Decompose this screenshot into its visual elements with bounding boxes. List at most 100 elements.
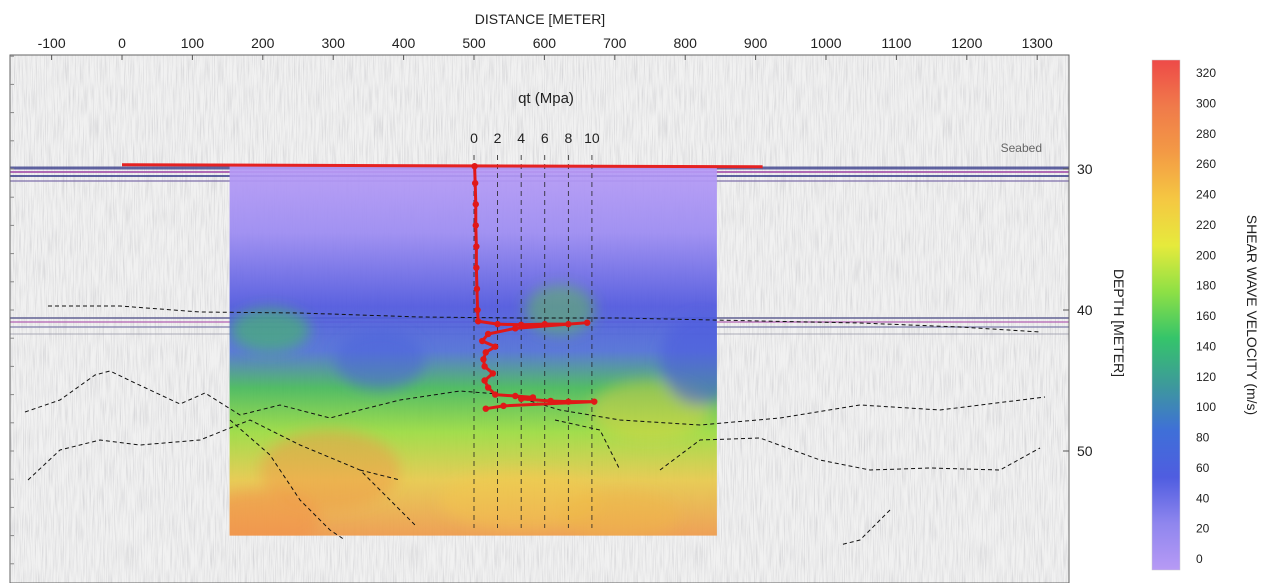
cpt-point <box>529 394 537 401</box>
x-tick-label: 700 <box>603 35 627 51</box>
x-axis-label: DISTANCE [METER] <box>475 11 605 27</box>
colorbar-ticks: 0 20 40 60 80 100 120 140 160 180 200 220 240 260 280 3… <box>1196 66 1216 566</box>
cpt-point <box>591 398 598 405</box>
horizon-line <box>554 419 621 471</box>
cpt-point <box>481 377 488 384</box>
cpt-tick-label: 4 <box>517 130 525 146</box>
cpt-point <box>494 320 501 328</box>
colorbar-tick-label: 60 <box>1196 461 1210 475</box>
x-tick-label: 1000 <box>810 35 841 51</box>
cpt-point <box>517 321 525 329</box>
x-tick-label: 300 <box>322 35 346 51</box>
horizon-line <box>659 437 1041 471</box>
colorbar-tick-label: 140 <box>1196 339 1216 353</box>
cpt-point <box>482 405 489 412</box>
velocity-anomaly <box>260 430 400 510</box>
cpt-point <box>480 356 487 363</box>
colorbar-tick-label: 120 <box>1196 370 1216 384</box>
velocity-anomaly <box>560 490 680 536</box>
colorbar-tick-label: 260 <box>1196 157 1216 171</box>
velocity-anomaly <box>229 490 320 536</box>
interpreted-horizons <box>24 305 1046 546</box>
velocity-anomaly <box>230 308 310 352</box>
colorbar-tick-label: 160 <box>1196 309 1216 323</box>
cpt-point <box>484 330 492 338</box>
x-axis: -100 0 100 200 300 400 500 600 700 800 900 1000 1100… <box>38 35 1053 60</box>
seabed-line <box>121 163 763 169</box>
cpt-point <box>565 320 572 328</box>
cpt-point <box>565 398 572 405</box>
cpt-point <box>547 397 554 405</box>
cpt-point <box>472 222 479 229</box>
x-tick-label: 600 <box>533 35 557 51</box>
colorbar-tick-label: 100 <box>1196 400 1216 414</box>
cpt-tick-label: 8 <box>564 130 572 146</box>
colorbar-tick-label: 40 <box>1196 491 1210 505</box>
cpt-tick-label: 6 <box>541 130 549 146</box>
cpt-point <box>484 384 492 391</box>
horizon-line <box>24 370 1046 426</box>
colorbar-tick-label: 320 <box>1196 66 1216 80</box>
colorbar-tick-label: 0 <box>1196 552 1203 566</box>
cpt-tick-label: 10 <box>584 130 600 146</box>
x-tick-label: 1300 <box>1022 35 1053 51</box>
cpt-point <box>473 285 481 293</box>
horizon-line <box>229 419 346 541</box>
colorbar-tick-label: 20 <box>1196 522 1210 536</box>
y-tick-label: 40 <box>1077 302 1093 318</box>
x-tick-label: 900 <box>744 35 768 51</box>
velocity-anomaly <box>335 330 425 390</box>
cpt-point <box>512 325 519 332</box>
x-tick-label: -100 <box>38 35 66 51</box>
cpt-point <box>474 318 482 325</box>
cpt-tick-label: 0 <box>470 130 478 146</box>
horizon-line <box>839 509 891 546</box>
x-tick-label: 100 <box>181 35 205 51</box>
x-tick-label: 1200 <box>951 35 982 51</box>
cpt-point <box>500 402 507 410</box>
cpt-point <box>512 392 519 400</box>
cpt-point <box>474 306 481 314</box>
y-tick-label: 30 <box>1077 161 1093 177</box>
colorbar-tick-label: 240 <box>1196 188 1216 202</box>
velocity-anomaly <box>660 315 717 405</box>
plot-frame <box>9 54 1070 583</box>
cpt-point <box>481 363 488 370</box>
colorbar-tick-label: 180 <box>1196 279 1216 293</box>
y-tick-label: 50 <box>1077 443 1093 459</box>
colorbar <box>1151 59 1181 571</box>
cpt-scale: 0 2 4 6 8 10 <box>470 130 600 528</box>
x-tick-label: 0 <box>118 35 126 51</box>
x-tick-label: 800 <box>674 35 698 51</box>
x-tick-label: 500 <box>462 35 486 51</box>
seabed-label: Seabed <box>1001 141 1042 155</box>
cpt-point <box>472 201 479 208</box>
cpt-point <box>482 349 489 356</box>
cpt-point <box>471 162 478 170</box>
colorbar-tick-label: 280 <box>1196 127 1216 141</box>
cpt-point <box>473 243 480 250</box>
cpt-point <box>584 319 591 326</box>
y-axis-label: DEPTH [METER] <box>1111 269 1127 377</box>
x-tick-label: 1100 <box>881 35 911 51</box>
cpt-point <box>471 179 479 187</box>
velocity-section <box>229 166 717 536</box>
colorbar-label: SHEAR WAVE VELOCITY (m/s) <box>1244 215 1260 415</box>
cpt-point <box>517 395 525 403</box>
cpt-point <box>492 343 499 350</box>
horizon-line <box>27 419 416 526</box>
cpt-point <box>492 391 499 398</box>
cpt-point <box>541 320 548 328</box>
cpt-point <box>473 264 480 271</box>
cpt-profile <box>471 162 598 412</box>
colorbar-tick-label: 220 <box>1196 218 1216 232</box>
horizon-line <box>48 305 1041 333</box>
cpt-title: qt (Mpa) <box>518 90 574 107</box>
x-tick-label: 400 <box>392 35 416 51</box>
colorbar-tick-label: 80 <box>1196 431 1210 445</box>
cpt-tick-label: 2 <box>494 130 502 146</box>
colorbar-tick-label: 300 <box>1196 96 1216 110</box>
cpt-point <box>479 337 486 345</box>
